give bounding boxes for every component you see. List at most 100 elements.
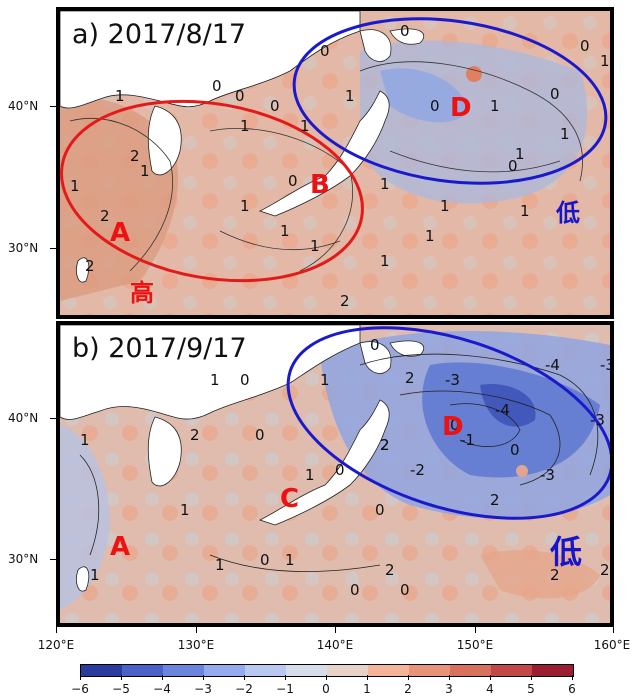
land-kuril (389, 28, 425, 45)
lat-tick (50, 559, 56, 560)
contour-value-label: 1 (515, 145, 525, 163)
contour-value-label: -2 (410, 461, 425, 479)
lon-label-130e: 130°E (177, 638, 215, 652)
contour-value-label: 1 (80, 431, 90, 449)
land-japan (258, 90, 390, 217)
lon-label-160e: 160°E (593, 638, 631, 652)
contour-value-label: 0 (370, 336, 380, 354)
contour-value-label: 0 (510, 441, 520, 459)
contour-value-label: 1 (280, 222, 290, 240)
lon-label-140e: 140°E (316, 638, 354, 652)
contour-value-label: 2 (340, 292, 350, 310)
colorbar-swatch (491, 665, 532, 676)
colorbar-tick (244, 675, 245, 680)
colorbar-swatch (122, 665, 163, 676)
contour-value-label: 1 (90, 566, 100, 584)
contour-value-label: 0 (255, 426, 265, 444)
land-hokkaido (359, 341, 392, 374)
colorbar-tick-label: 1 (363, 682, 371, 696)
lon-tick (613, 627, 614, 633)
colorbar-swatch (81, 665, 122, 676)
lat-tick (50, 248, 56, 249)
warm-anomaly-southeast (480, 550, 600, 599)
contour-value-label: 2 (380, 436, 390, 454)
colorbar-tick (80, 675, 81, 680)
lon-label-150e: 150°E (456, 638, 494, 652)
region-label-d: D (450, 93, 472, 123)
cool-anomaly-west (60, 425, 110, 610)
cool-anomaly-center (480, 384, 536, 427)
lon-tick (56, 627, 57, 633)
low-anomaly-ellipse (292, 17, 608, 185)
colorbar-tick-label: 2 (404, 682, 412, 696)
contour-value-label: 2 (385, 561, 395, 579)
colorbar-swatch (532, 665, 573, 676)
contour-line (219, 230, 341, 251)
contour-value-label: 1 (180, 501, 190, 519)
colorbar-tick-label: −1 (276, 682, 294, 696)
contour-line (209, 554, 381, 572)
contour-value-label: 2 (405, 369, 415, 387)
contour-value-label: 2 (100, 207, 110, 225)
low-label: 低 (550, 533, 582, 571)
high-label: 高 (130, 279, 154, 307)
region-label-d: D (442, 412, 464, 442)
lat-label-30n-b: 30°N (8, 552, 39, 566)
contour-value-label: 1 (345, 87, 355, 105)
colorbar-tick-label: 4 (486, 682, 494, 696)
land-mainland (60, 11, 361, 109)
contour-line (359, 353, 599, 476)
contour-value-label: 2 (380, 436, 390, 454)
lon-label-120e: 120°E (37, 638, 75, 652)
colorbar-tick (531, 675, 532, 680)
contour-value-label: -1 (460, 431, 475, 449)
contour-value-label: 0 (400, 581, 410, 599)
contour-value-label: 0 (235, 87, 245, 105)
region-label-c: C (280, 484, 299, 514)
contour-value-label: 1 (115, 87, 125, 105)
contour-value-label: 1 (490, 97, 500, 115)
contour-value-label: 1 (140, 162, 150, 180)
colorbar-swatch (409, 665, 450, 676)
lat-tick (50, 418, 56, 419)
contour-value-label: -4 (545, 356, 560, 374)
contour-value-label: 0 (550, 85, 560, 103)
colorbar-swatch (327, 665, 368, 676)
contour-value-label: 1 (380, 175, 390, 193)
contour-value-label: 0 (320, 42, 330, 60)
contour-value-label: -3 (590, 411, 605, 429)
colorbar-tick-label: −6 (71, 682, 89, 696)
cool-anomaly-core (380, 68, 470, 123)
contour-value-label: 2 (190, 426, 200, 444)
colorbar-tick (490, 675, 491, 680)
land-taiwan (76, 566, 90, 592)
colorbar-tick (326, 675, 327, 680)
contour-value-label: 0 (580, 37, 590, 55)
contour-line (399, 390, 561, 486)
contour-value-label: 1 (305, 466, 315, 484)
colorbar (80, 664, 574, 677)
region-label-b: B (310, 170, 330, 200)
colorbar-tick-label: −3 (194, 682, 212, 696)
land-hokkaido (359, 29, 392, 62)
lat-label-40n-b: 40°N (8, 411, 39, 425)
contour-value-label: 1 (240, 117, 250, 135)
lon-tick (196, 627, 197, 633)
colorbar-tick (572, 675, 573, 680)
colorbar-tick-label: −2 (235, 682, 253, 696)
contour-labels-b: 00000000001111111122222222-1-2-3-3-3-4-4… (80, 336, 610, 599)
region-label-a: A (110, 532, 130, 562)
contour-value-label: 1 (310, 237, 320, 255)
colorbar-swatch (368, 665, 409, 676)
lon-tick (335, 627, 336, 633)
contour-value-label: 1 (240, 197, 250, 215)
colorbar-tick-label: 0 (322, 682, 330, 696)
contour-value-label: 1 (300, 117, 310, 135)
contour-value-label: 2 (130, 147, 140, 165)
land-mainland (60, 325, 361, 420)
panel-title-a: a) 2017/8/17 (72, 19, 247, 50)
lat-label-40n-a: 40°N (8, 99, 39, 113)
land-kuril (389, 340, 425, 357)
